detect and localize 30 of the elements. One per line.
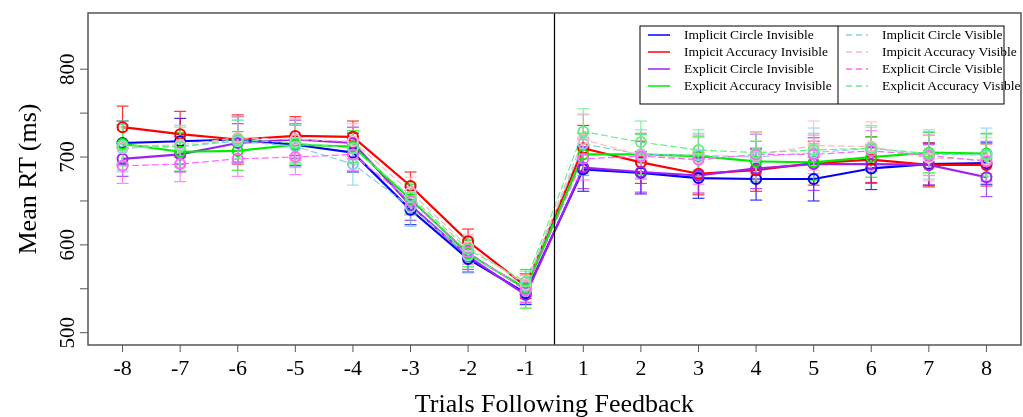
legend-label: Explicit Circle Invisible: [684, 61, 814, 76]
legend-label: Implicit Circle Visible: [882, 27, 1003, 42]
y-tick-label: 600: [55, 229, 79, 261]
legend-label: Explicit Accuracy Invisible: [684, 78, 832, 93]
x-tick-label: 3: [692, 355, 704, 380]
x-tick-label: -8: [113, 355, 132, 380]
x-tick-label: 7: [923, 355, 935, 380]
x-tick-label: 1: [577, 355, 589, 380]
legend-label: Explicit Accuracy Visible: [882, 78, 1021, 93]
x-tick-label: -5: [286, 355, 305, 380]
x-tick-label: -4: [343, 355, 363, 380]
x-tick-label: -1: [516, 355, 535, 380]
x-tick-label: -7: [170, 355, 190, 380]
legend-label: Impicit Accuracy Invisible: [684, 44, 828, 59]
x-tick-label: -2: [458, 355, 478, 380]
legend-label: Impicit Accuracy Visible: [882, 44, 1017, 59]
x-tick-label: 4: [750, 355, 762, 380]
y-tick-label: 700: [55, 141, 79, 173]
x-tick-label: -6: [228, 355, 247, 380]
legend-label: Explicit Circle Visible: [882, 61, 1003, 76]
y-tick-label: 500: [55, 316, 79, 349]
legend-label: Implicit Circle Invisible: [684, 27, 814, 42]
x-tick-label: 8: [980, 355, 992, 380]
x-tick-label: -3: [401, 355, 420, 380]
x-tick-label: 6: [865, 355, 877, 380]
x-tick-label: 2: [635, 355, 647, 380]
y-tick-label: 800: [55, 53, 79, 85]
y-axis-title: Mean RT (ms): [13, 103, 42, 255]
x-tick-label: 5: [808, 355, 820, 380]
x-axis-title: Trials Following Feedback: [414, 389, 695, 417]
